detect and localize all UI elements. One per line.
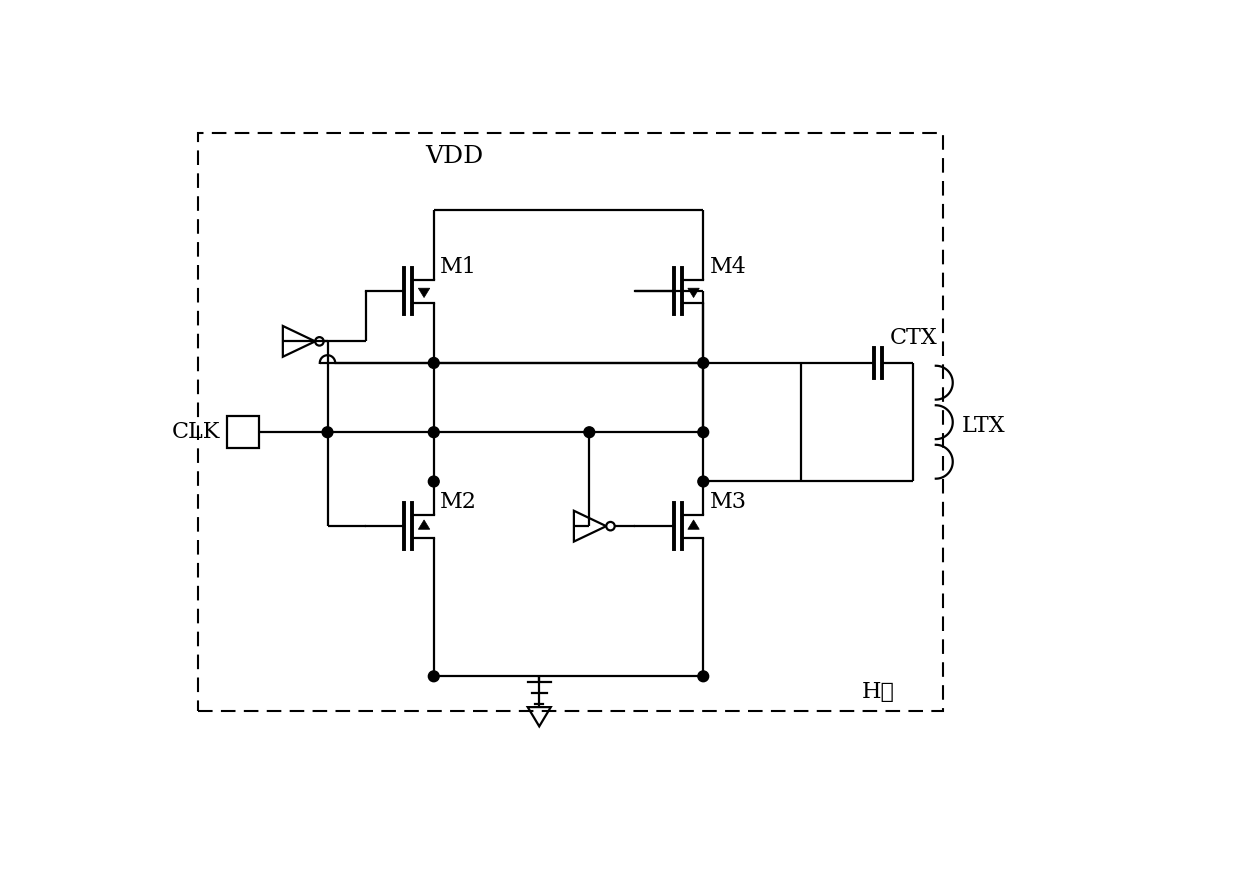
Text: LTX: LTX xyxy=(962,415,1006,437)
Text: CTX: CTX xyxy=(889,327,937,350)
Text: M2: M2 xyxy=(440,491,477,512)
Circle shape xyxy=(698,426,708,437)
Polygon shape xyxy=(688,288,699,298)
Text: M1: M1 xyxy=(440,256,477,278)
Circle shape xyxy=(698,358,708,368)
Circle shape xyxy=(698,477,708,487)
Circle shape xyxy=(428,477,439,487)
Text: VDD: VDD xyxy=(425,145,484,168)
Circle shape xyxy=(322,426,332,437)
Circle shape xyxy=(428,426,439,437)
Text: CLK: CLK xyxy=(172,421,221,443)
Polygon shape xyxy=(688,520,699,529)
Polygon shape xyxy=(418,520,430,529)
Circle shape xyxy=(428,670,439,682)
Circle shape xyxy=(428,358,439,368)
Text: M3: M3 xyxy=(709,491,746,512)
Circle shape xyxy=(584,426,595,437)
Text: M4: M4 xyxy=(709,256,746,278)
Polygon shape xyxy=(418,288,430,298)
Circle shape xyxy=(698,670,708,682)
Text: H桥: H桥 xyxy=(862,680,894,703)
